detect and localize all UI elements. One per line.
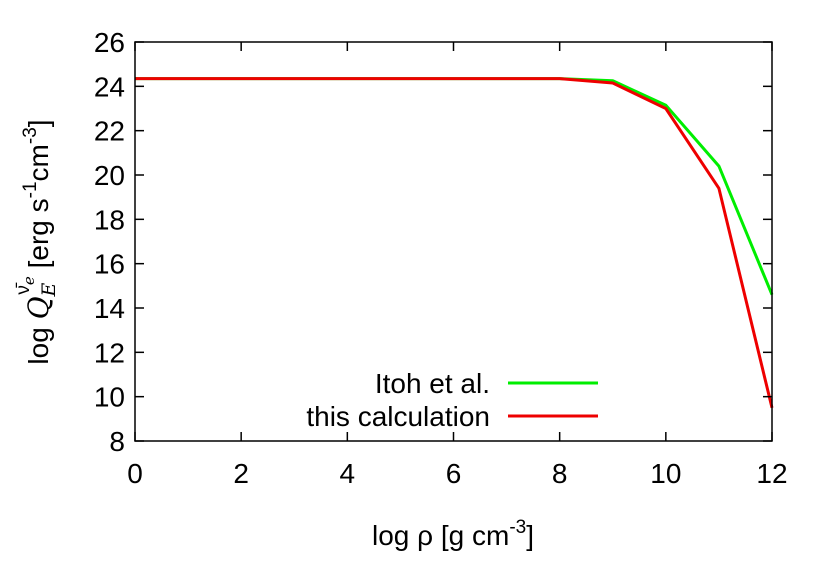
y-tick-label: 26 [94,27,125,58]
x-tick-label: 12 [756,458,787,489]
y-tick-label: 12 [94,337,125,368]
x-tick-label: 10 [650,458,681,489]
y-tick-label: 16 [94,249,125,280]
y-tick-label: 14 [94,293,125,324]
y-tick-label: 24 [94,71,125,102]
x-tick-label: 6 [446,458,462,489]
x-tick-label: 0 [127,458,143,489]
legend-label-0: Itoh et al. [375,368,490,399]
y-tick-label: 22 [94,116,125,147]
legend: Itoh et al.this calculation [306,368,598,432]
x-tick-label: 4 [340,458,356,489]
y-axis-title: log QEν̄e [erg s-1cm-3] [13,119,60,364]
x-tick-label: 8 [552,458,568,489]
y-tick-label: 10 [94,382,125,413]
series-line-0 [135,77,774,296]
x-tick-label: 2 [233,458,249,489]
legend-label-1: this calculation [306,401,490,432]
y-tick-label: 18 [94,204,125,235]
x-axis-title: log ρ [g cm-3] [372,517,534,551]
y-tick-label: 20 [94,160,125,191]
y-tick-label: 8 [109,426,125,457]
series-layer [135,77,774,409]
series-line-1 [135,77,774,409]
